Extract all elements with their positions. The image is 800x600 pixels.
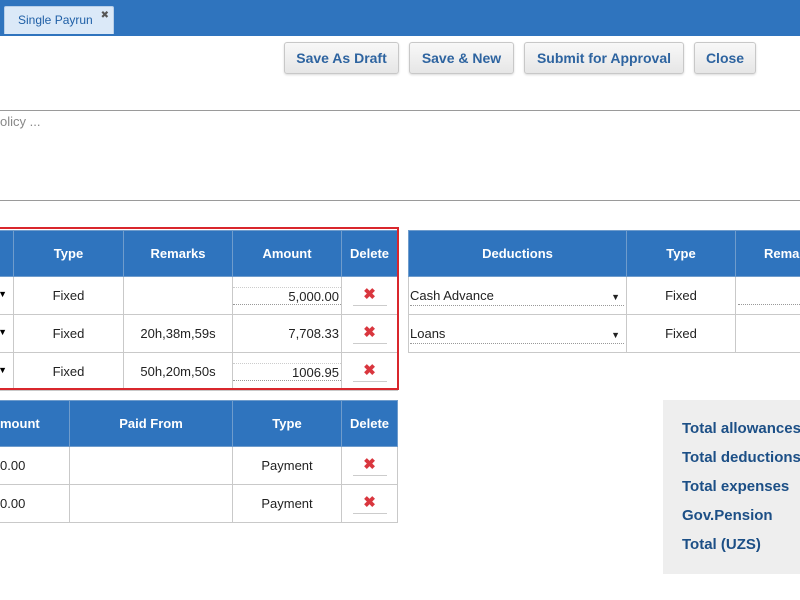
deduction-value: Cash Advance bbox=[410, 287, 494, 303]
delete-icon[interactable]: ✖ bbox=[352, 494, 387, 514]
submit-for-approval-button[interactable]: Submit for Approval bbox=[524, 42, 684, 74]
remarks-cell[interactable] bbox=[123, 276, 233, 315]
amount-input[interactable]: 5,000.00 bbox=[233, 286, 341, 305]
deduction-select-cell: Loans ▼ bbox=[408, 314, 627, 353]
totals-panel: Total allowances Total deductions Total … bbox=[663, 400, 800, 574]
deductions-table: Deductions Type Remar Cash Advance ▼ Fix… bbox=[408, 230, 800, 353]
table-row: Loans ▼ Fixed bbox=[408, 314, 800, 353]
delete-icon[interactable]: ✖ bbox=[352, 324, 387, 344]
delete-cell: ✖ bbox=[341, 446, 398, 485]
tab-single-payrun[interactable]: Single Payrun ✖ bbox=[4, 6, 114, 34]
header-paid-from: Paid From bbox=[69, 400, 233, 447]
allowance-select[interactable]: ▼ bbox=[0, 352, 14, 391]
deduction-value: Loans bbox=[410, 325, 446, 341]
amount-cell[interactable]: 0.00 bbox=[0, 484, 70, 523]
save-as-draft-button[interactable]: Save As Draft bbox=[284, 42, 399, 74]
delete-cell: ✖ bbox=[341, 314, 398, 353]
amount-cell[interactable]: 0.00 bbox=[0, 446, 70, 485]
header-delete: Delete bbox=[341, 230, 398, 277]
dropdown-icon[interactable]: ▼ bbox=[611, 329, 620, 340]
policy-field[interactable]: olicy ... bbox=[0, 114, 41, 129]
total-allowances-label: Total allowances bbox=[682, 420, 800, 437]
save-and-new-button[interactable]: Save & New bbox=[409, 42, 514, 74]
header-type: Type bbox=[232, 400, 342, 447]
deduction-select-cell: Cash Advance ▼ bbox=[408, 276, 627, 315]
delete-icon[interactable]: ✖ bbox=[352, 456, 387, 476]
dropdown-icon[interactable]: ▼ bbox=[611, 291, 620, 302]
dropdown-icon[interactable]: ▼ bbox=[0, 288, 7, 299]
delete-icon[interactable]: ✖ bbox=[352, 362, 387, 382]
header-remarks: Remar bbox=[735, 230, 800, 277]
type-cell: Fixed bbox=[13, 352, 124, 391]
paid-from-cell[interactable] bbox=[69, 446, 233, 485]
close-button[interactable]: Close bbox=[694, 42, 756, 74]
table-row: ▼ Fixed 5,000.00 ✖ bbox=[0, 276, 398, 315]
header-deductions: Deductions bbox=[408, 230, 627, 277]
delete-icon[interactable]: ✖ bbox=[352, 286, 387, 306]
tab-label[interactable]: Single Payrun bbox=[18, 13, 93, 27]
type-cell: Payment bbox=[232, 446, 342, 485]
deduction-select[interactable]: Loans ▼ bbox=[410, 324, 624, 344]
allowance-select[interactable]: ▼ bbox=[0, 314, 14, 353]
header-cell bbox=[0, 230, 14, 277]
delete-cell: ✖ bbox=[341, 484, 398, 523]
remarks-cell[interactable] bbox=[735, 314, 800, 353]
amount-value: 7,708.33 bbox=[288, 325, 339, 341]
remarks-cell bbox=[735, 276, 800, 315]
header-amount: Amount bbox=[232, 230, 342, 277]
delete-cell: ✖ bbox=[341, 276, 398, 315]
header-delete: Delete bbox=[341, 400, 398, 447]
table-row: ▼ Fixed 20h,38m,59s 7,708.33 ✖ bbox=[0, 314, 398, 353]
header-type: Type bbox=[626, 230, 736, 277]
divider bbox=[0, 110, 800, 111]
type-cell: Fixed bbox=[626, 314, 736, 353]
expenses-table: mount Paid From Type Delete 0.00 Payment… bbox=[0, 400, 398, 523]
header-type: Type bbox=[13, 230, 124, 277]
allowances-table: Type Remarks Amount Delete ▼ Fixed 5,000… bbox=[0, 230, 398, 391]
type-cell: Fixed bbox=[13, 276, 124, 315]
deduction-select[interactable]: Cash Advance ▼ bbox=[410, 286, 624, 306]
table-row: Cash Advance ▼ Fixed bbox=[408, 276, 800, 315]
dropdown-icon[interactable]: ▼ bbox=[0, 364, 7, 375]
delete-cell: ✖ bbox=[341, 352, 398, 391]
total-deductions-label: Total deductions bbox=[682, 449, 800, 466]
table-row: ▼ Fixed 50h,20m,50s 1006.95 ✖ bbox=[0, 352, 398, 391]
tab-bar: Single Payrun ✖ bbox=[0, 0, 800, 36]
type-cell: Fixed bbox=[13, 314, 124, 353]
amount-cell: 7,708.33 bbox=[232, 314, 342, 353]
dropdown-icon[interactable]: ▼ bbox=[0, 326, 7, 337]
total-uzs-label: Total (UZS) bbox=[682, 536, 761, 553]
total-expenses-label: Total expenses bbox=[682, 478, 790, 495]
remarks-cell[interactable]: 50h,20m,50s bbox=[123, 352, 233, 391]
header-remarks: Remarks bbox=[123, 230, 233, 277]
allowance-select[interactable]: ▼ bbox=[0, 276, 14, 315]
divider bbox=[0, 200, 800, 201]
table-row: 0.00 Payment ✖ bbox=[0, 484, 398, 523]
gov-pension-label: Gov.Pension bbox=[682, 507, 773, 524]
remarks-input[interactable] bbox=[738, 287, 800, 305]
paid-from-cell[interactable] bbox=[69, 484, 233, 523]
amount-cell: 5,000.00 bbox=[232, 276, 342, 315]
remarks-cell[interactable]: 20h,38m,59s bbox=[123, 314, 233, 353]
table-row: 0.00 Payment ✖ bbox=[0, 446, 398, 485]
amount-input[interactable]: 1006.95 bbox=[233, 362, 341, 381]
header-amount: mount bbox=[0, 400, 70, 447]
amount-cell: 1006.95 bbox=[232, 352, 342, 391]
type-cell: Fixed bbox=[626, 276, 736, 315]
type-cell: Payment bbox=[232, 484, 342, 523]
close-icon[interactable]: ✖ bbox=[100, 10, 109, 21]
